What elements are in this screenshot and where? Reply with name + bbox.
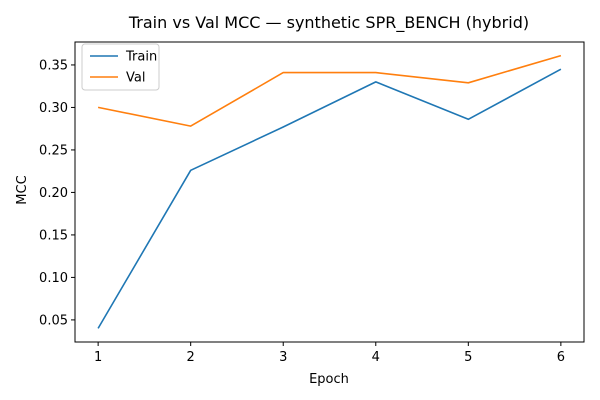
y-tick-label: 0.20 — [39, 186, 68, 201]
legend-label-val: Val — [126, 71, 145, 86]
y-tick-label: 0.25 — [39, 143, 68, 158]
x-tick-label: 5 — [464, 350, 472, 365]
y-tick-label: 0.15 — [39, 228, 68, 243]
x-axis-label: Epoch — [309, 372, 349, 387]
series-line-val — [97, 54, 562, 127]
x-axis: 1 2 3 4 5 6 — [94, 342, 565, 365]
y-axis: 0.05 0.10 0.15 0.20 0.25 0.30 0.35 — [39, 58, 75, 328]
chart-title: Train vs Val MCC — synthetic SPR_BENCH (… — [128, 13, 529, 33]
y-tick-label: 0.35 — [39, 58, 68, 73]
x-tick-label: 3 — [279, 350, 287, 365]
legend-label-train: Train — [125, 50, 157, 65]
y-axis-label: MCC — [15, 175, 30, 204]
y-tick-label: 0.10 — [39, 271, 68, 286]
y-tick-label: 0.05 — [39, 313, 68, 328]
series-line-train — [97, 68, 562, 329]
x-tick-label: 1 — [94, 350, 102, 365]
x-tick-label: 6 — [557, 350, 565, 365]
y-tick-label: 0.30 — [39, 101, 68, 116]
x-tick-label: 2 — [187, 350, 195, 365]
legend: Train Val — [81, 43, 160, 91]
x-tick-label: 4 — [372, 350, 380, 365]
